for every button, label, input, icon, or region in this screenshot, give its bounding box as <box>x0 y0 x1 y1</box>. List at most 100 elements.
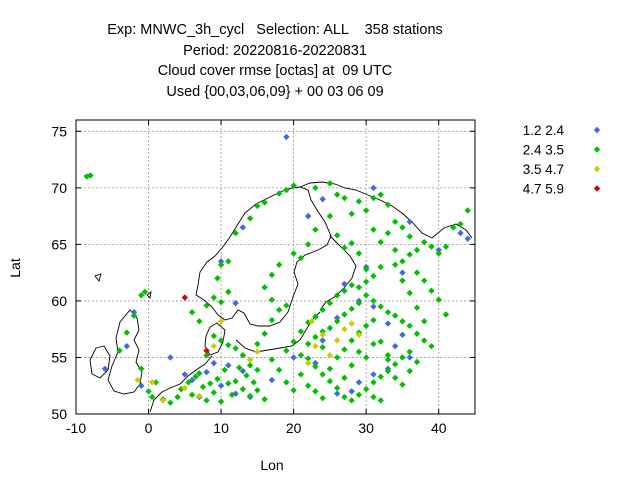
data-point <box>319 371 326 378</box>
y-tick-label: 65 <box>51 236 67 252</box>
legend-label: 4.7 5.9 <box>523 182 564 197</box>
data-point <box>254 387 261 394</box>
data-point <box>283 302 290 309</box>
data-point <box>348 240 355 247</box>
data-point <box>123 342 130 350</box>
data-point <box>362 207 370 214</box>
data-point <box>283 133 290 141</box>
data-point <box>333 292 341 299</box>
data-point <box>370 194 377 202</box>
y-tick-label: 70 <box>51 180 67 196</box>
data-point <box>362 385 370 393</box>
data-point <box>370 272 377 280</box>
x-tick-label: 0 <box>145 420 153 436</box>
data-point <box>377 191 384 198</box>
data-point <box>435 250 442 257</box>
title-line-2: Period: 20220816-20220831 <box>183 42 367 59</box>
data-point <box>87 172 94 179</box>
data-point <box>268 271 276 279</box>
data-point <box>275 261 283 268</box>
data-point <box>304 241 312 248</box>
data-point <box>246 392 254 400</box>
data-point <box>392 246 399 254</box>
data-point <box>406 367 413 375</box>
data-point <box>341 311 348 318</box>
data-point <box>297 371 305 378</box>
data-point <box>362 266 370 273</box>
data-point <box>355 379 363 386</box>
data-point <box>261 284 268 291</box>
data-point <box>221 366 228 374</box>
data-point <box>290 387 297 394</box>
title-line-3: Cloud cover rmse [octas] at 09 UTC <box>157 63 393 79</box>
data-point <box>297 254 305 262</box>
data-point <box>435 246 442 254</box>
data-point <box>217 318 225 325</box>
data-point <box>442 311 450 318</box>
title-line-1: Exp: MNWC_3h_cycl Selection: ALL 358 sta… <box>107 22 443 38</box>
data-point <box>464 207 471 214</box>
data-point <box>450 224 457 231</box>
legend: 1.2 2.4 2.4 3.5 3.5 4.7 4.7 5.9 <box>523 123 601 197</box>
data-point <box>130 309 138 316</box>
legend-marker <box>593 126 601 134</box>
data-point <box>326 324 334 332</box>
data-point <box>243 372 250 379</box>
data-point <box>333 314 341 322</box>
data-point <box>203 368 210 376</box>
axis-ticks: -10 0 10 20 30 40 50 55 60 65 70 75 <box>51 120 475 436</box>
data-point <box>326 180 334 187</box>
data-point <box>348 362 355 369</box>
data-point <box>304 382 312 389</box>
data-point <box>210 294 218 301</box>
data-point <box>254 366 261 374</box>
data-point <box>326 212 334 220</box>
x-tick-label: 40 <box>431 420 447 436</box>
data-point <box>421 318 428 325</box>
data-point <box>304 355 312 362</box>
data-point <box>370 393 377 401</box>
data-point <box>304 340 312 348</box>
data-point <box>348 337 355 344</box>
data-point <box>232 299 239 307</box>
data-point <box>333 232 341 239</box>
data-point <box>355 250 363 257</box>
data-point <box>236 364 243 371</box>
data-point <box>384 229 392 237</box>
data-point <box>421 277 428 284</box>
data-point <box>196 392 203 400</box>
data-point <box>290 338 297 345</box>
data-point <box>384 367 392 375</box>
data-point <box>421 337 428 344</box>
data-point <box>333 384 341 392</box>
data-point <box>225 380 232 387</box>
data-point <box>196 318 203 325</box>
data-point <box>333 318 341 325</box>
data-point <box>239 367 247 375</box>
y-tick-label: 50 <box>51 406 67 422</box>
data-point <box>134 376 141 384</box>
data-point <box>370 379 377 386</box>
data-point <box>399 381 406 388</box>
x-axis-title: Lon <box>260 457 283 473</box>
data-point <box>181 294 189 301</box>
data-point <box>217 382 225 389</box>
data-point <box>399 331 406 339</box>
data-point <box>239 224 247 231</box>
data-point <box>377 338 384 345</box>
data-point <box>312 388 319 395</box>
data-point <box>355 331 363 339</box>
data-point <box>435 296 442 303</box>
data-point <box>399 224 406 231</box>
data-point <box>268 316 276 324</box>
data-point <box>225 362 232 369</box>
data-point <box>214 275 221 282</box>
data-point <box>217 398 225 405</box>
data-point <box>312 333 319 341</box>
data-point <box>232 378 239 385</box>
legend-marker <box>593 146 601 153</box>
data-point <box>239 385 247 393</box>
data-point <box>392 261 399 268</box>
data-point <box>319 394 326 402</box>
data-point <box>290 250 297 257</box>
